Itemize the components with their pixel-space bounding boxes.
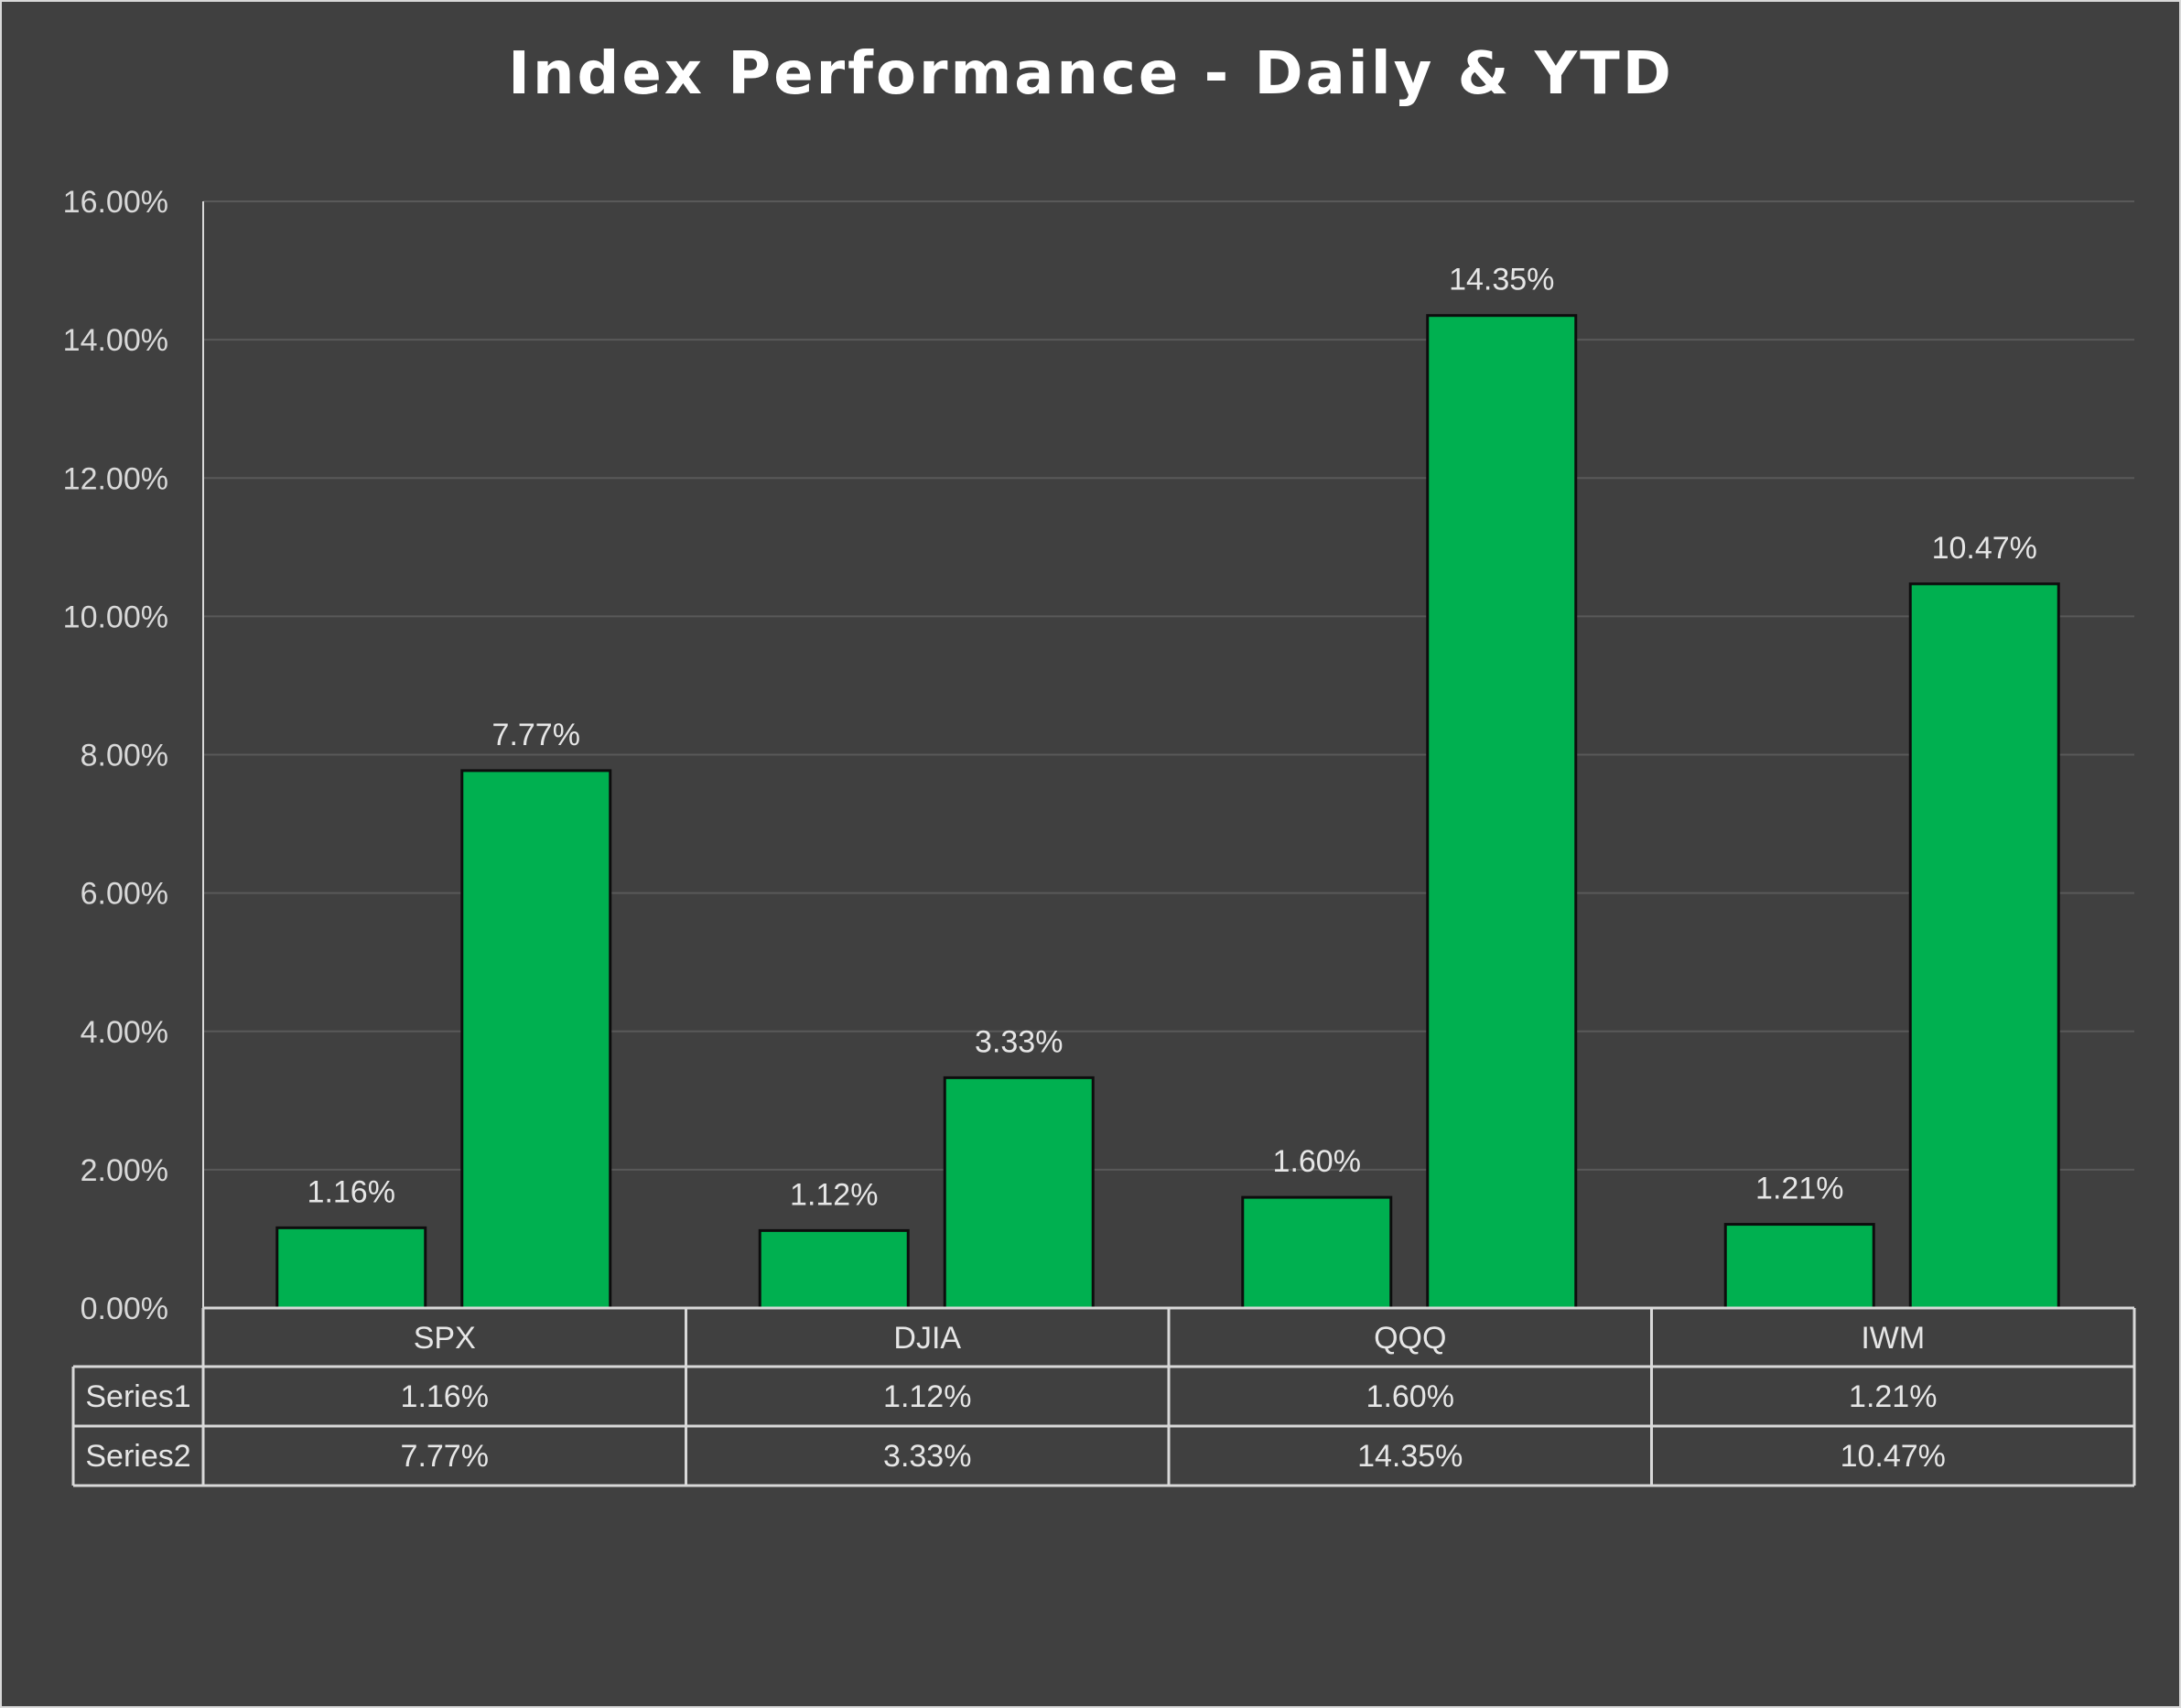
table-cell-value: 1.16% bbox=[401, 1379, 489, 1414]
bar-series1-qqq bbox=[1241, 1195, 1393, 1310]
y-tick-label: 16.00% bbox=[63, 185, 168, 220]
bar-series2-qqq bbox=[1426, 314, 1578, 1310]
y-tick-label: 6.00% bbox=[81, 877, 168, 912]
y-tick-label: 8.00% bbox=[81, 739, 168, 773]
table-cell-value: 1.60% bbox=[1366, 1379, 1454, 1414]
bars bbox=[275, 314, 2060, 1310]
data-labels: 1.16% 1.12% 1.60% 1.21% 7.77% 3.33% 14.35% 10.4… bbox=[308, 263, 2037, 1213]
bar-series2-spx bbox=[460, 769, 612, 1310]
series-name-label: Series2 bbox=[85, 1439, 190, 1474]
table-cell-value: 3.33% bbox=[883, 1439, 971, 1474]
chart-title: Index Performance - Daily & YTD bbox=[508, 40, 1674, 108]
category-label: IWM bbox=[1861, 1321, 1925, 1356]
data-label: 1.12% bbox=[790, 1177, 878, 1212]
y-tick-label: 0.00% bbox=[81, 1292, 168, 1326]
y-axis-ticks: 0.00% 2.00% 4.00% 6.00% 8.00% 10.00% 12.00% 14.… bbox=[63, 185, 168, 1326]
y-tick-label: 10.00% bbox=[63, 600, 168, 634]
table-cell-value: 10.47% bbox=[1841, 1439, 1946, 1474]
y-tick-label: 12.00% bbox=[63, 461, 168, 496]
table-cell-value: 7.77% bbox=[401, 1439, 489, 1474]
data-label: 1.60% bbox=[1273, 1144, 1361, 1179]
bar-series1-spx bbox=[275, 1226, 427, 1310]
y-tick-label: 2.00% bbox=[81, 1153, 168, 1188]
table-cell-value: 14.35% bbox=[1357, 1439, 1463, 1474]
bar-series1-iwm bbox=[1723, 1223, 1875, 1310]
y-tick-label: 4.00% bbox=[81, 1015, 168, 1050]
data-label: 14.35% bbox=[1449, 263, 1554, 297]
y-tick-label: 14.00% bbox=[63, 323, 168, 358]
data-label: 1.21% bbox=[1755, 1172, 1843, 1206]
data-label: 10.47% bbox=[1932, 531, 2037, 566]
category-label: DJIA bbox=[893, 1321, 961, 1356]
table-cell-value: 1.21% bbox=[1849, 1379, 1937, 1414]
data-label: 3.33% bbox=[975, 1024, 1063, 1059]
data-table: SPX DJIA QQQ IWM Series1 1.16% 1.12% 1.60% 1.21%… bbox=[71, 1306, 2136, 1487]
category-label: SPX bbox=[414, 1321, 476, 1356]
data-label: 7.77% bbox=[492, 718, 580, 752]
bar-series2-iwm bbox=[1908, 582, 2060, 1310]
data-label: 1.16% bbox=[308, 1174, 395, 1209]
bar-series1-djia bbox=[758, 1228, 910, 1310]
category-label: QQQ bbox=[1374, 1321, 1446, 1356]
series-name-label: Series1 bbox=[85, 1379, 190, 1414]
table-cell-value: 1.12% bbox=[883, 1379, 971, 1414]
bar-series2-djia bbox=[943, 1076, 1095, 1310]
